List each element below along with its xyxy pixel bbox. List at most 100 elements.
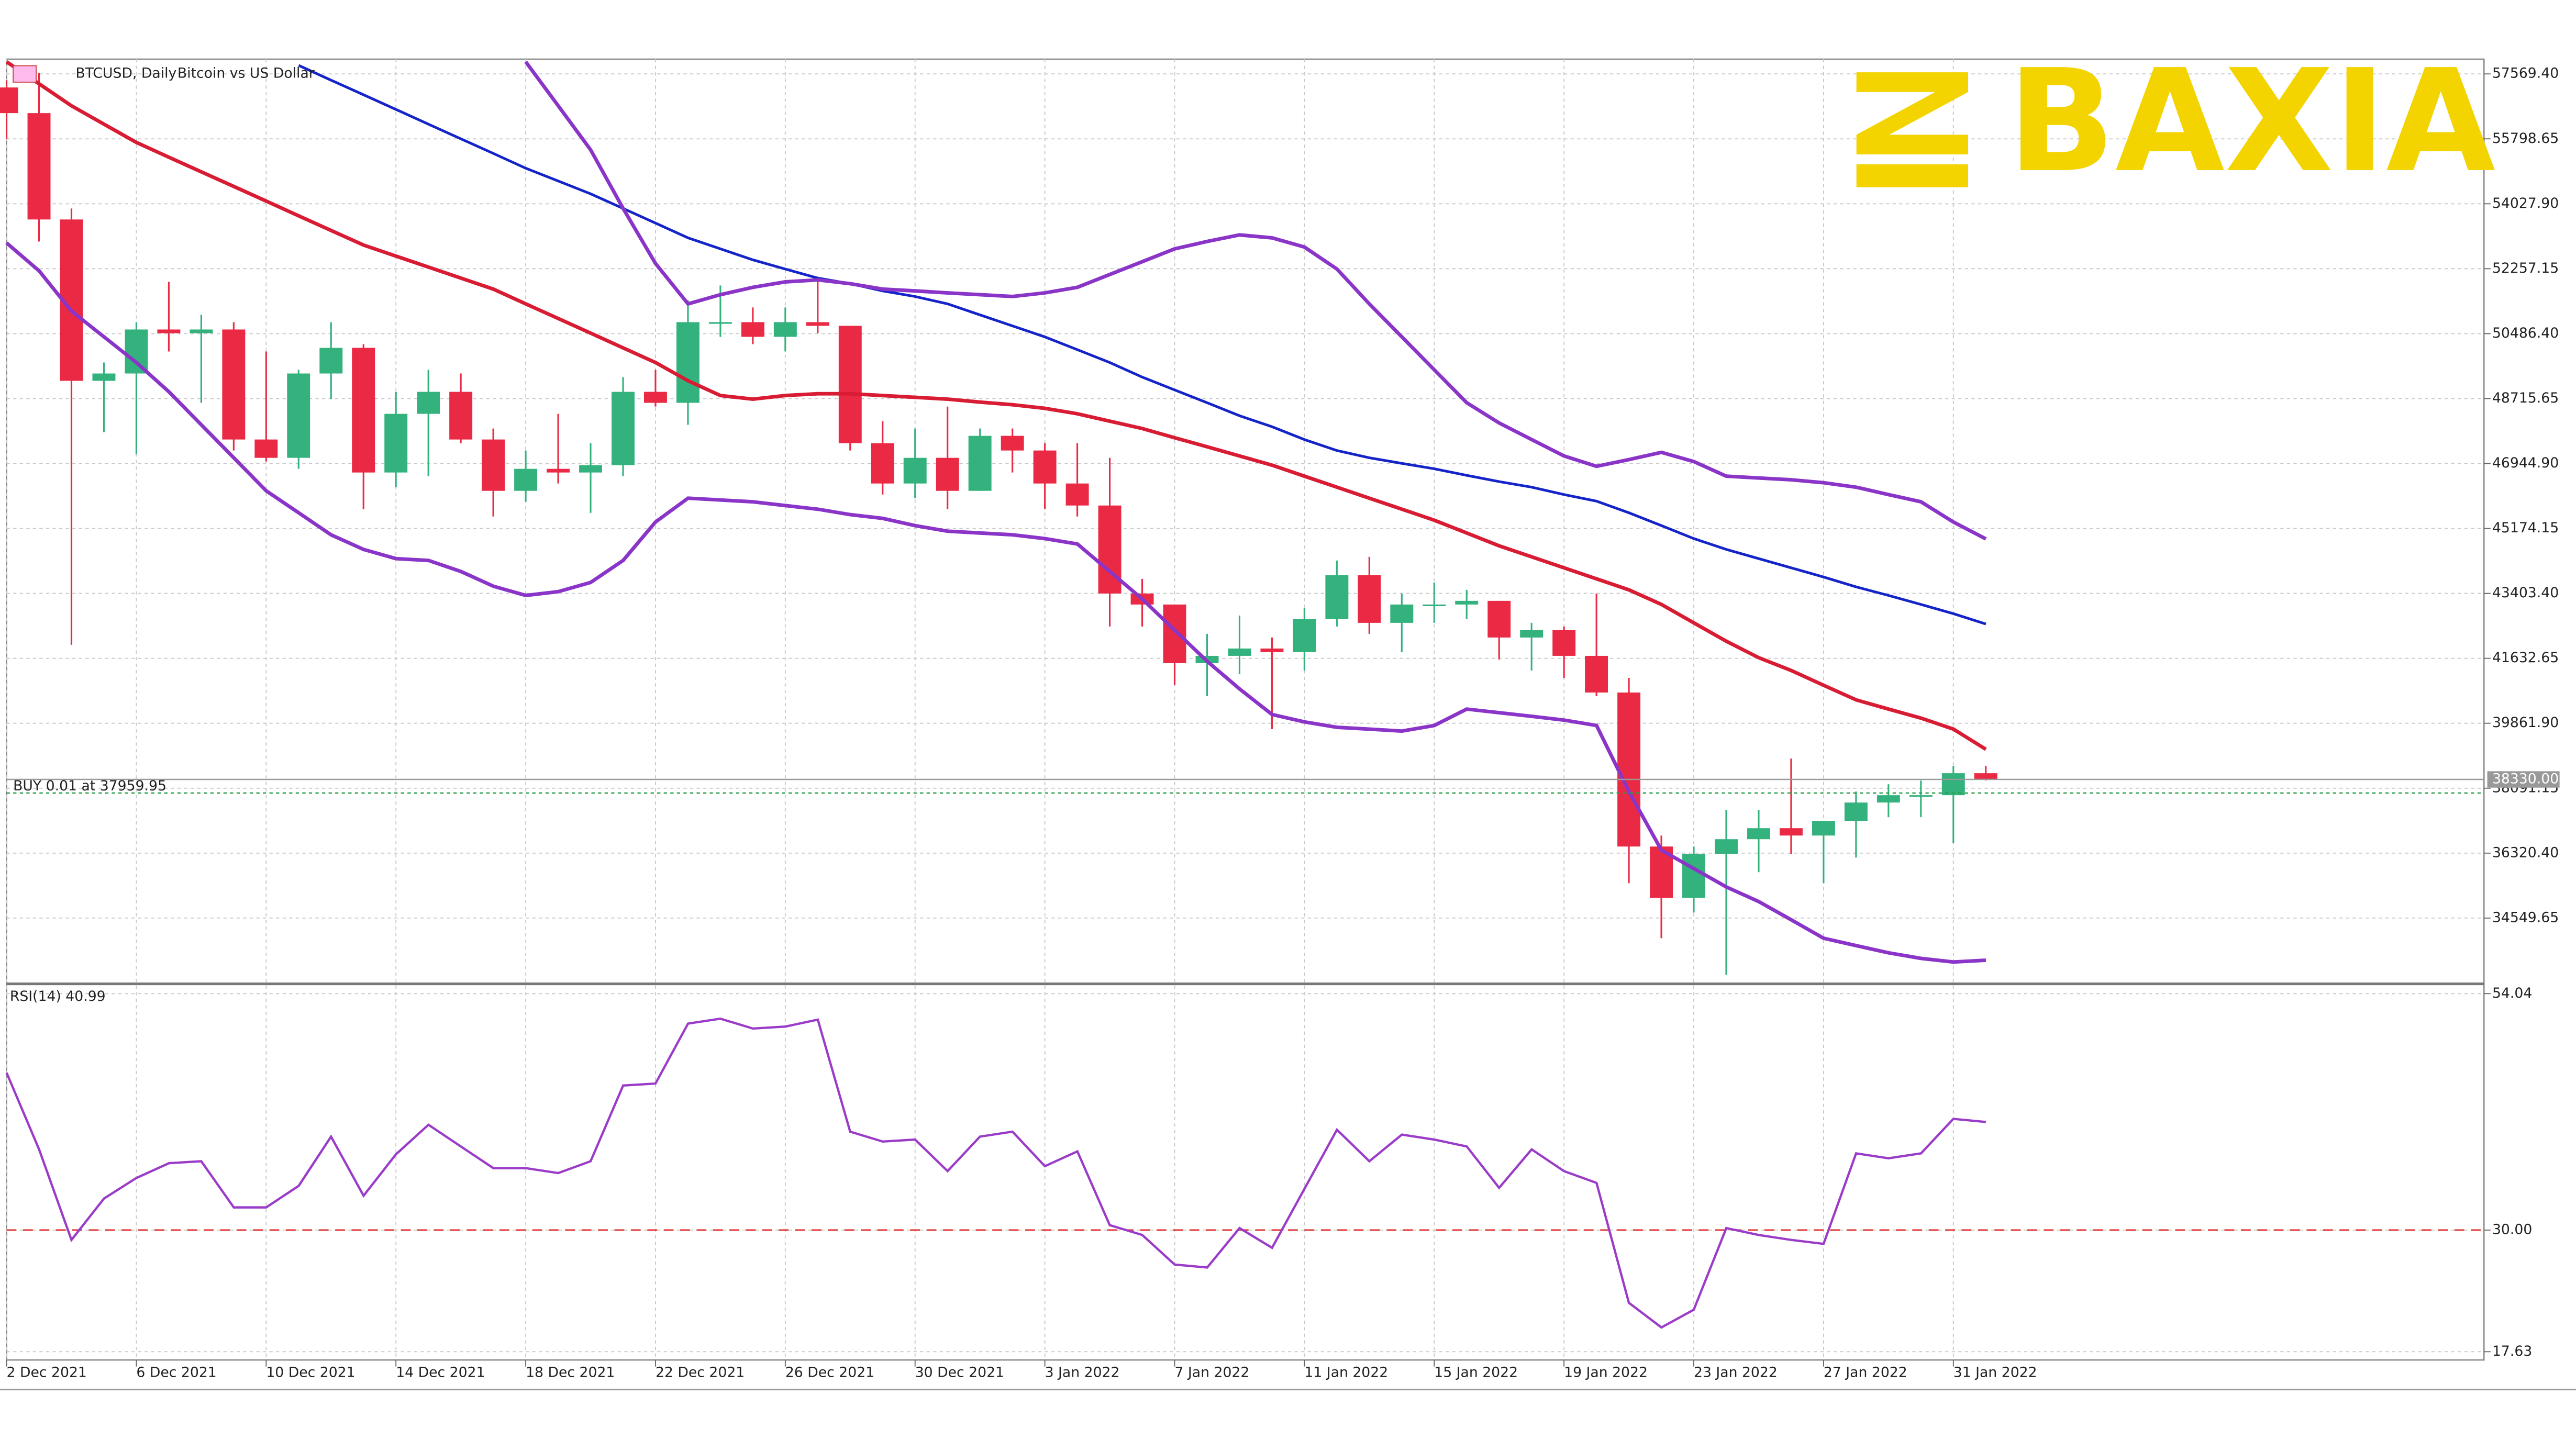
- candle-body: [254, 439, 278, 458]
- y-tick-label: 39861.90: [2492, 715, 2559, 731]
- x-tick-label: 26 Dec 2021: [785, 1365, 874, 1381]
- y-tick-label: 36320.40: [2492, 844, 2559, 861]
- x-tick-label: 6 Dec 2021: [136, 1365, 216, 1381]
- candle-body: [1715, 839, 1738, 854]
- candle-body: [1747, 828, 1770, 840]
- x-tick-label: 3 Jan 2022: [1045, 1365, 1120, 1381]
- candle-body: [1877, 795, 1900, 803]
- candle-body: [0, 87, 18, 114]
- candle-body: [547, 468, 570, 473]
- candle-body: [612, 392, 635, 465]
- candle-body: [644, 392, 667, 403]
- y-tick-label: 50486.40: [2492, 325, 2559, 341]
- candle-body: [968, 436, 992, 491]
- candle-body: [1812, 821, 1835, 836]
- y-tick-label: 57569.40: [2492, 65, 2559, 82]
- candle-body: [125, 329, 148, 374]
- candle-body: [773, 322, 797, 337]
- x-tick-label: 2 Dec 2021: [7, 1365, 87, 1381]
- candle-body: [676, 322, 699, 403]
- chart-subtitle: Bitcoin vs US Dollar: [177, 65, 315, 82]
- candle-body: [1617, 692, 1641, 847]
- x-tick-label: 15 Jan 2022: [1434, 1365, 1518, 1381]
- candle-body: [1390, 604, 1414, 623]
- x-tick-label: 19 Jan 2022: [1564, 1365, 1648, 1381]
- candle-body: [384, 414, 408, 473]
- indicator-line: [5, 60, 1987, 751]
- candle-body: [1941, 773, 1965, 796]
- candle-body: [1325, 575, 1349, 619]
- x-tick-label: 10 Dec 2021: [266, 1365, 355, 1381]
- candle-body: [1844, 802, 1868, 821]
- x-tick-label: 11 Jan 2022: [1304, 1365, 1388, 1381]
- candle-body: [222, 329, 246, 440]
- candle-body: [92, 373, 116, 381]
- x-tick-label: 7 Jan 2022: [1174, 1365, 1249, 1381]
- y-tick-label: 46944.90: [2492, 455, 2559, 471]
- candle-body: [741, 322, 764, 337]
- x-tick-label: 18 Dec 2021: [526, 1365, 615, 1381]
- logo-icon: [1856, 72, 1969, 187]
- candle-body: [482, 439, 505, 491]
- candle-body: [838, 326, 862, 443]
- candle-body: [1033, 450, 1057, 484]
- candle-body: [1552, 630, 1576, 656]
- y-tick-label: 17.63: [2492, 1343, 2532, 1359]
- candle-body: [806, 322, 829, 326]
- candle-body: [157, 329, 181, 333]
- candle-body: [449, 392, 473, 440]
- indicator-line: [5, 241, 1986, 964]
- candle-body: [417, 392, 440, 414]
- candle-body: [1293, 619, 1316, 652]
- candle-body: [579, 465, 602, 473]
- candle-body: [903, 457, 927, 484]
- y-tick-label: 48715.65: [2492, 390, 2559, 406]
- candle-body: [1909, 795, 1933, 797]
- logo-text: BAXIA: [2007, 39, 2496, 204]
- candle-body: [936, 457, 959, 491]
- candle-body: [287, 373, 310, 458]
- x-tick-label: 31 Jan 2022: [1953, 1365, 2037, 1381]
- candle-body: [1358, 575, 1381, 623]
- candle-body: [1423, 604, 1446, 607]
- candle-body: [514, 468, 538, 491]
- indicator-line: [298, 64, 1986, 626]
- chart-title: BTCUSD, Daily: [75, 65, 176, 82]
- rsi-line: [5, 1017, 1986, 1329]
- logo: BAXIA: [1856, 39, 2496, 204]
- candle-body: [1260, 648, 1284, 652]
- candle-body: [1001, 436, 1024, 451]
- candle-body: [1065, 483, 1089, 506]
- candle-body: [1163, 604, 1186, 663]
- last-price-label: 38330.00: [2492, 771, 2559, 787]
- candle-body: [871, 443, 894, 484]
- y-tick-label: 30.00: [2492, 1221, 2532, 1237]
- rsi-title: RSI(14) 40.99: [10, 988, 106, 1004]
- candle-body: [708, 322, 732, 324]
- symbol-icon: [13, 65, 37, 83]
- x-tick-label: 27 Jan 2022: [1824, 1365, 1907, 1381]
- x-tick-label: 23 Jan 2022: [1694, 1365, 1778, 1381]
- y-tick-label: 52257.15: [2492, 260, 2559, 276]
- plot-frame: [6, 58, 2485, 1361]
- candle-body: [352, 348, 375, 473]
- order-label: BUY 0.01 at 37959.95: [13, 778, 166, 794]
- indicator-line: [524, 60, 1987, 541]
- candle-body: [1585, 655, 1608, 693]
- x-tick-label: 30 Dec 2021: [915, 1365, 1004, 1381]
- y-tick-label: 41632.65: [2492, 650, 2559, 666]
- y-tick-label: 43403.40: [2492, 585, 2559, 601]
- y-tick-label: 34549.65: [2492, 909, 2559, 925]
- y-tick-label: 55798.65: [2492, 130, 2559, 147]
- candle-body: [319, 348, 343, 374]
- candle-body: [1974, 773, 1997, 780]
- x-tick-label: 14 Dec 2021: [396, 1365, 485, 1381]
- candle-body: [1682, 854, 1705, 898]
- candle-body: [1487, 600, 1511, 638]
- candle-body: [190, 329, 213, 333]
- x-tick-label: 22 Dec 2021: [656, 1365, 745, 1381]
- candle-body: [1228, 648, 1251, 656]
- y-tick-label: 54027.90: [2492, 195, 2559, 211]
- candle-body: [27, 113, 51, 220]
